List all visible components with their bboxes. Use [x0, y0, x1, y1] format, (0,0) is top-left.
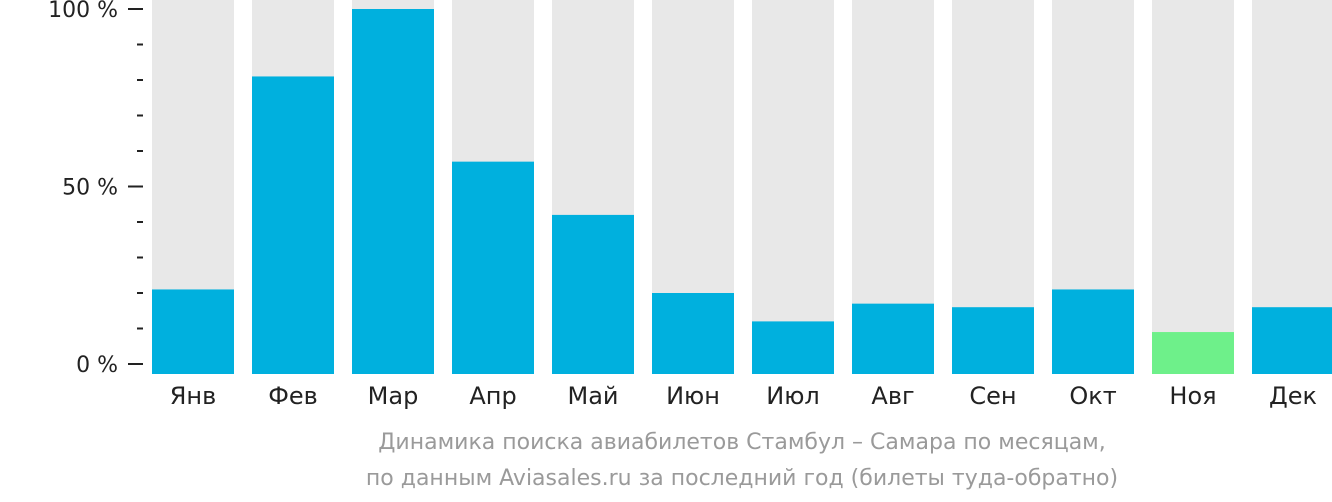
bar [652, 293, 734, 374]
bar [1152, 332, 1234, 374]
bar [152, 289, 234, 374]
x-tick-label: Мар [368, 382, 419, 410]
x-tick-label: Сен [969, 382, 1016, 410]
bar [852, 303, 934, 374]
bar-chart: 0 % 50 % 100 % Янв Фев Мар Апр Май Июн Июл Авг Сен… [48, 0, 1332, 410]
x-tick-label: Июл [766, 382, 820, 410]
bar [952, 307, 1034, 374]
x-axis-labels: Янв Фев Мар Апр Май Июн Июл Авг Сен Окт Ноя Дек [170, 382, 1317, 410]
bar [752, 321, 834, 374]
y-tick-label: 50 % [62, 176, 118, 201]
bar-background [752, 0, 834, 374]
bar [552, 214, 634, 374]
bars [152, 0, 1332, 374]
bar [1252, 307, 1332, 374]
x-tick-label: Ноя [1169, 382, 1216, 410]
chart-caption-line-1: Динамика поиска авиабилетов Стамбул – Са… [378, 430, 1106, 455]
y-tick-label: 100 % [48, 0, 118, 23]
bar [352, 9, 434, 374]
chart-caption-line-2: по данным Aviasales.ru за последний год … [365, 466, 1119, 491]
bar [252, 76, 334, 374]
bar-background [1152, 0, 1234, 374]
bar [1052, 289, 1134, 374]
x-tick-label: Окт [1069, 382, 1116, 410]
y-axis: 0 % 50 % 100 % [48, 0, 143, 378]
x-tick-label: Янв [170, 382, 217, 410]
x-tick-label: Авг [871, 382, 914, 410]
bar [452, 161, 534, 374]
x-tick-label: Дек [1269, 382, 1317, 410]
x-tick-label: Июн [666, 382, 720, 410]
x-tick-label: Фев [268, 382, 318, 410]
x-tick-label: Май [567, 382, 618, 410]
y-tick-label: 0 % [76, 353, 118, 378]
x-tick-label: Апр [469, 382, 516, 410]
